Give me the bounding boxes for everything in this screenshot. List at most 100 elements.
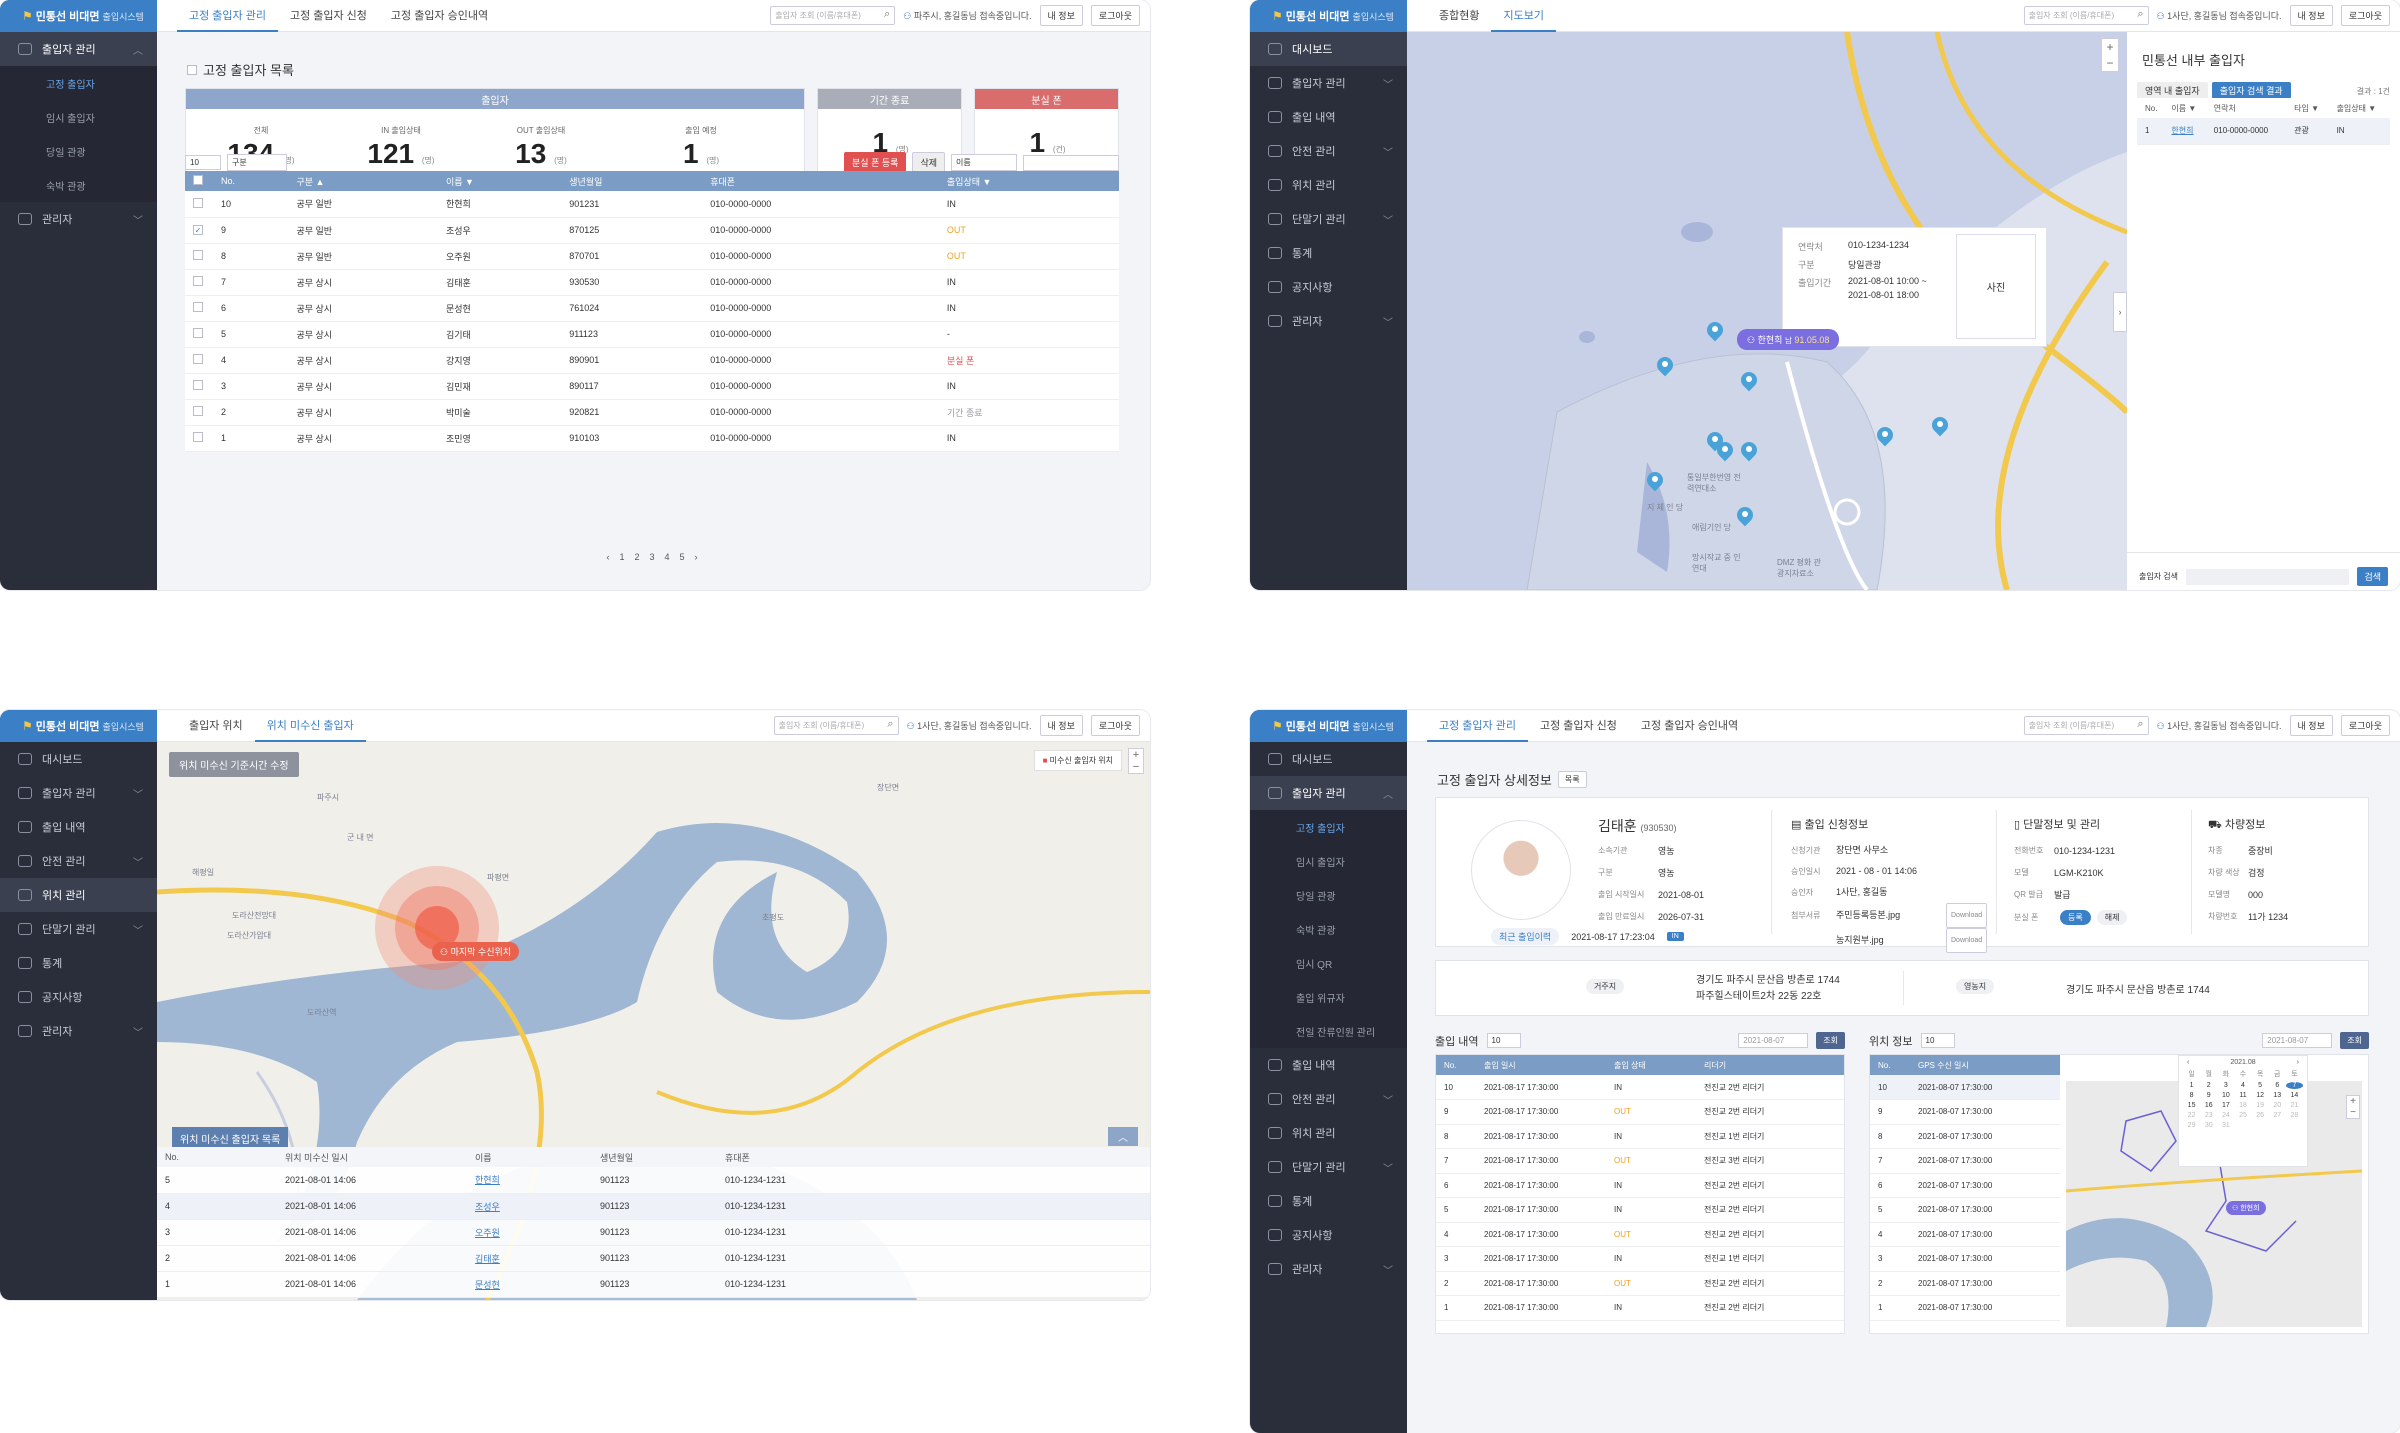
tab-overview[interactable]: 종합현황 [1439,9,1480,22]
table-row[interactable]: 3 2021-08-01 14:06 오주원 901123 010-1234-1231 [157,1219,1150,1246]
cal-day[interactable]: 7 [2285,1082,2303,1089]
cal-day[interactable]: 22 [2187,1112,2196,1119]
zoom-out-button[interactable]: − [1132,761,1140,773]
sidebar-item[interactable]: 안전 관리 ﹀ [0,844,157,878]
cal-prev-icon[interactable]: ‹ [2187,1059,2190,1066]
page-link[interactable]: › [694,552,698,562]
table-row[interactable]: 1 공무 상시 조민영 910103 010-0000-0000 IN [185,425,1119,452]
map-canvas[interactable]: 통일부한번영 전력연대소 지 체 인 당 애림기인 당 망시작교 중 인연대 D… [1407,32,2127,590]
sidebar-sub-temp[interactable]: 임시 출입자 [0,100,157,134]
row-checkbox[interactable] [193,197,203,208]
cal-day[interactable]: 24 [2221,1112,2230,1119]
sidebar-sub-day[interactable]: 당일 관광 [0,134,157,168]
row-checkbox[interactable] [193,380,203,390]
cal-day[interactable]: 25 [2239,1112,2247,1119]
visitor-pin[interactable] [1737,507,1753,527]
history-date-input[interactable]: 2021-08-07 [1738,1033,1809,1048]
cal-day[interactable]: 3 [2223,1082,2228,1089]
sidebar-sub-item[interactable]: 숙박 관광 [1250,912,1407,946]
history-size-select[interactable]: 10 [1486,1033,1521,1048]
zoom-in-button[interactable]: + [2106,40,2114,54]
table-row[interactable]: 7 2021-08-07 17:30:00 [1870,1148,2060,1174]
tab-search-result[interactable]: 출입자 검색 결과 [2211,82,2291,99]
row-checkbox[interactable] [193,250,203,260]
table-row[interactable]: ✓ 9 공무 일반 조성우 870125 010-0000-0000 OUT [185,217,1119,244]
logout-button[interactable]: 로그아웃 [2340,715,2390,736]
sidebar-item[interactable]: 관리자 ﹀ [1250,1252,1407,1286]
zoom-in-button[interactable]: + [2350,1096,2356,1107]
col-type[interactable]: 구분 ▲ [288,171,438,191]
table-row[interactable]: 2 2021-08-01 14:06 김태훈 901123 010-1234-1231 [157,1245,1150,1272]
cal-day[interactable]: 29 [2187,1122,2196,1129]
table-row[interactable]: 2 2021-08-07 17:30:00 [1870,1271,2060,1296]
cal-day[interactable]: 13 [2273,1092,2282,1099]
table-row[interactable]: 8 공무 일반 오주원 870701 010-0000-0000 OUT [185,243,1119,270]
page-link[interactable]: ‹ [606,552,610,562]
tab-fixed-approval[interactable]: 고정 출입자 승인내역 [390,9,489,22]
row-checkbox[interactable]: ✓ [193,225,203,235]
sidebar-item[interactable]: 위치 관리 [1250,1116,1407,1150]
cal-day[interactable]: 15 [2187,1102,2196,1109]
field-select[interactable]: 이름 [951,154,1017,171]
logout-button[interactable]: 로그아웃 [1090,5,1140,26]
col-name[interactable]: 이름 ▼ [437,171,562,191]
lost-on-button[interactable]: 등록 [2060,910,2091,925]
cal-day[interactable]: 26 [2256,1112,2265,1119]
table-row[interactable]: 10 공무 일반 한현희 901231 010-0000-0000 IN [185,191,1119,218]
search-input[interactable]: 출입자 조회 (이름/휴대폰) [773,716,899,735]
visitor-pin[interactable] [1932,417,1948,437]
row-checkbox[interactable] [193,406,203,416]
page-link[interactable]: 4 [664,552,670,562]
gps-date-input[interactable]: 2021-08-07 [2262,1033,2333,1048]
zoom-control[interactable]: + − [1128,748,1144,774]
myinfo-button[interactable]: 내 정보 [1039,715,1083,736]
zoom-control[interactable]: + − [2101,38,2119,72]
tab-in-area[interactable]: 영역 내 출입자 [2137,82,2208,99]
table-row[interactable]: 5 2021-08-01 14:06 한현희 901123 010-1234-1231 [157,1167,1150,1194]
page-size-select[interactable]: 10 [185,155,221,170]
table-row[interactable]: 2 공무 상시 박미술 920821 010-0000-0000 기간 종료 [185,399,1119,426]
sidebar-item[interactable]: 통계 [1250,1184,1407,1218]
row-checkbox[interactable] [193,276,203,286]
cal-day[interactable]: 20 [2273,1102,2282,1109]
lost-off-button[interactable]: 해제 [2096,910,2128,925]
table-row[interactable]: 6 2021-08-07 17:30:00 [1870,1173,2060,1198]
gps-marker[interactable]: ⚇ 한현희 [2226,1201,2266,1215]
table-row[interactable]: 3 2021-08-07 17:30:00 [1870,1246,2060,1272]
gps-size-select[interactable]: 10 [1920,1033,1955,1048]
cal-day[interactable]: 28 [2290,1112,2299,1119]
row-checkbox[interactable] [193,432,203,442]
side-search-input[interactable] [2186,568,2350,585]
sidebar-item[interactable]: 대시보드 [0,742,157,776]
visitor-pin[interactable] [1741,442,1757,462]
cal-day[interactable]: 2 [2206,1082,2211,1089]
cal-day[interactable]: 6 [2275,1082,2280,1089]
table-row[interactable]: 5 공무 상시 김기태 911123 010-0000-0000- [185,321,1119,348]
sidebar-item[interactable]: 공지사항 [1250,1218,1407,1252]
cal-next-icon[interactable]: › [2296,1059,2299,1066]
cal-day[interactable]: 30 [2204,1122,2213,1129]
table-row[interactable]: 7 공무 상시 김태훈 930530 010-0000-0000 IN [185,269,1119,296]
type-select[interactable]: 구분 [227,154,287,171]
sidebar-item[interactable]: 출입자 관리 ﹀ [0,776,157,810]
cal-day[interactable]: 17 [2221,1102,2230,1109]
sidebar-item-admin[interactable]: 관리자 ﹀ [0,202,157,236]
row-checkbox[interactable] [193,328,203,338]
visitor-pin[interactable] [1877,427,1893,447]
keyword-input[interactable] [1023,154,1119,171]
sidebar-item[interactable]: 단말기 관리 ﹀ [1250,202,1407,236]
logout-button[interactable]: 로그아웃 [1090,715,1140,736]
table-row[interactable]: 4 2021-08-01 14:06 조성우 901123 010-1234-1231 [157,1193,1150,1220]
sidebar-sub-item[interactable]: 임시 출입자 [1250,844,1407,878]
table-row[interactable]: 4 2021-08-07 17:30:00 [1870,1222,2060,1247]
cal-day[interactable]: 12 [2256,1092,2265,1099]
side-search-button[interactable]: 검색 [2357,567,2388,586]
cal-day[interactable]: 8 [2189,1092,2194,1099]
search-input[interactable]: 출입자 조회 (이름/휴대폰) [2023,6,2149,25]
cal-day[interactable]: 1 [2189,1082,2194,1089]
cal-day[interactable]: 10 [2221,1092,2230,1099]
table-row[interactable]: 1 2021-08-01 14:06 문성현 901123 010-1234-1231 [157,1271,1150,1298]
table-row[interactable]: 3 공무 상시 김민재 890117 010-0000-0000 IN [185,373,1119,400]
sidebar-item[interactable]: 출입 내역 [1250,1048,1407,1082]
collapse-icon[interactable]: ︿ [1108,1127,1138,1146]
